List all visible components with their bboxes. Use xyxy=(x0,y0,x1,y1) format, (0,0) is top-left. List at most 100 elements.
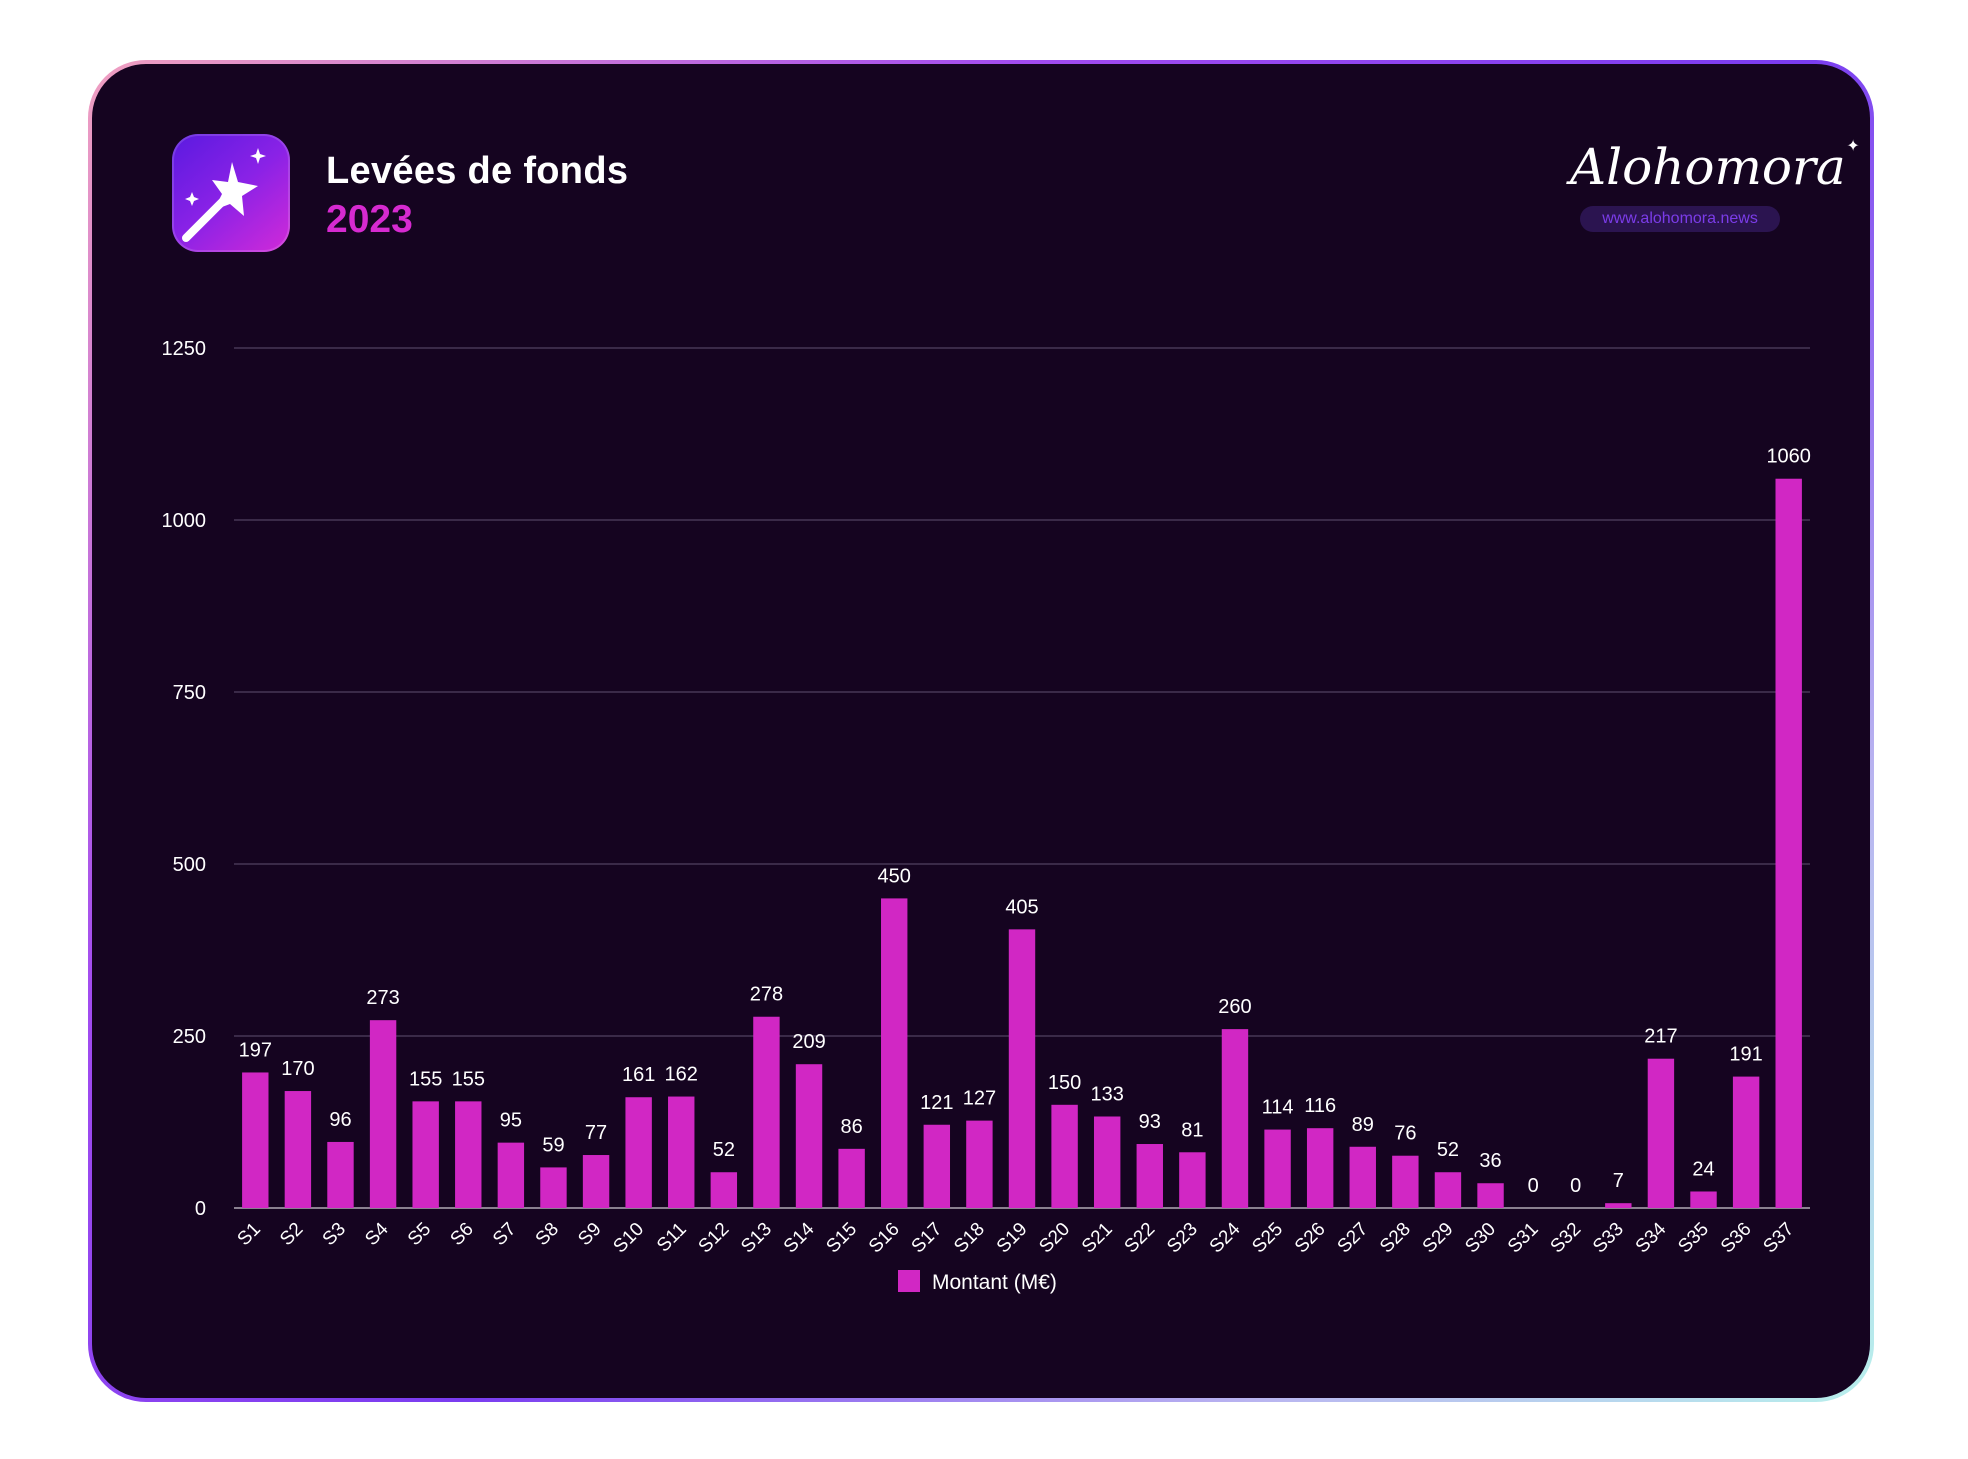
x-tick-label: S32 xyxy=(1547,1219,1586,1258)
data-label: 191 xyxy=(1729,1044,1762,1066)
x-tick-label: S8 xyxy=(532,1219,563,1250)
brand-name: Alohomora xyxy=(1570,138,1846,196)
x-tick-label: S28 xyxy=(1376,1219,1415,1258)
bar xyxy=(455,1101,482,1208)
legend-swatch xyxy=(898,1270,920,1292)
y-tick-label: 0 xyxy=(195,1198,206,1220)
bar xyxy=(1775,478,1802,1209)
y-tick-label: 250 xyxy=(173,1026,206,1048)
x-tick-label: S19 xyxy=(993,1219,1032,1258)
x-tick-label: S22 xyxy=(1121,1219,1160,1258)
bar xyxy=(881,898,908,1208)
data-label: 76 xyxy=(1394,1123,1416,1145)
data-label: 24 xyxy=(1692,1158,1714,1180)
bar xyxy=(668,1096,695,1208)
data-label: 89 xyxy=(1352,1114,1374,1136)
bar xyxy=(1179,1152,1206,1208)
x-tick-label: S26 xyxy=(1291,1219,1330,1258)
x-tick-label: S5 xyxy=(404,1219,435,1250)
data-label: 114 xyxy=(1262,1097,1294,1119)
x-tick-label: S2 xyxy=(276,1219,307,1250)
x-tick-label: S30 xyxy=(1461,1219,1500,1258)
data-label: 121 xyxy=(920,1092,953,1114)
data-label: 7 xyxy=(1613,1170,1624,1192)
x-tick-label: S13 xyxy=(737,1219,776,1258)
x-tick-label: S15 xyxy=(822,1219,861,1258)
brand-url[interactable]: www.alohomora.news xyxy=(1580,206,1780,232)
data-label: 133 xyxy=(1091,1083,1124,1105)
x-tick-label: S11 xyxy=(653,1219,691,1257)
data-label: 36 xyxy=(1479,1150,1501,1172)
card-frame: Levées de fonds 2023 Alohomora ✦ www.alo… xyxy=(88,60,1874,1402)
data-label: 86 xyxy=(840,1116,862,1138)
x-tick-label: S27 xyxy=(1334,1219,1373,1258)
data-label: 52 xyxy=(1437,1139,1459,1161)
data-label: 170 xyxy=(281,1058,314,1080)
x-tick-label: S6 xyxy=(447,1219,478,1250)
data-label: 155 xyxy=(409,1068,442,1090)
x-tick-label: S7 xyxy=(489,1219,520,1250)
data-label: 116 xyxy=(1304,1095,1336,1117)
bar xyxy=(795,1064,823,1208)
bar xyxy=(1051,1104,1078,1208)
bar-chart: 025050075010001250197S1170S296S3273S4155… xyxy=(162,338,1811,1294)
x-tick-label: S24 xyxy=(1206,1218,1245,1257)
x-tick-label: S12 xyxy=(695,1219,734,1258)
data-label: 127 xyxy=(963,1088,996,1110)
bar xyxy=(1264,1129,1291,1208)
data-label: 77 xyxy=(585,1122,607,1144)
x-tick-label: S14 xyxy=(780,1218,819,1257)
bar xyxy=(582,1155,610,1208)
bar xyxy=(327,1141,354,1208)
bar xyxy=(1647,1058,1675,1208)
x-tick-label: S37 xyxy=(1759,1219,1798,1258)
x-tick-label: S20 xyxy=(1035,1219,1074,1258)
legend-label: Montant (M€) xyxy=(932,1271,1057,1294)
data-label: 155 xyxy=(452,1068,485,1090)
x-tick-label: S18 xyxy=(950,1219,989,1258)
chart-year: 2023 xyxy=(326,198,413,241)
data-label: 59 xyxy=(542,1134,564,1156)
data-label: 52 xyxy=(713,1139,735,1161)
x-tick-label: S31 xyxy=(1504,1219,1543,1258)
x-tick-label: S33 xyxy=(1589,1219,1628,1258)
data-label: 162 xyxy=(665,1064,698,1086)
bar xyxy=(1136,1144,1163,1208)
bar xyxy=(923,1124,951,1208)
data-label: 150 xyxy=(1048,1072,1081,1094)
bar xyxy=(1392,1155,1419,1208)
sparkle-icon: ✦ xyxy=(1846,136,1860,155)
y-tick-label: 750 xyxy=(173,682,206,704)
x-tick-label: S9 xyxy=(574,1219,605,1250)
data-label: 95 xyxy=(500,1110,522,1132)
bar xyxy=(1093,1116,1121,1208)
data-label: 96 xyxy=(329,1109,351,1131)
data-label: 81 xyxy=(1181,1119,1203,1141)
bar xyxy=(1434,1172,1462,1208)
data-label: 450 xyxy=(878,865,911,887)
y-tick-label: 1250 xyxy=(162,338,207,360)
data-label: 0 xyxy=(1570,1175,1581,1197)
data-label: 278 xyxy=(750,984,783,1006)
bar xyxy=(1008,929,1036,1208)
bar xyxy=(966,1120,993,1208)
bar xyxy=(1732,1076,1760,1208)
brand-block[interactable]: Alohomora ✦ www.alohomora.news xyxy=(1570,138,1860,232)
y-tick-label: 1000 xyxy=(162,510,207,532)
bar xyxy=(369,1020,397,1208)
data-label: 273 xyxy=(366,987,399,1009)
bar xyxy=(838,1148,865,1208)
bar xyxy=(1605,1203,1632,1208)
bar xyxy=(753,1016,780,1208)
data-label: 197 xyxy=(239,1039,272,1061)
magic-wand-icon xyxy=(172,134,290,252)
data-label: 260 xyxy=(1218,996,1251,1018)
bar xyxy=(710,1172,738,1208)
x-tick-label: S29 xyxy=(1419,1219,1458,1258)
brand-logo: Alohomora ✦ xyxy=(1570,138,1860,193)
x-tick-label: S10 xyxy=(609,1219,648,1258)
bar xyxy=(1349,1146,1376,1208)
bar xyxy=(497,1142,525,1208)
bar xyxy=(540,1167,567,1208)
x-tick-label: S23 xyxy=(1163,1219,1202,1258)
